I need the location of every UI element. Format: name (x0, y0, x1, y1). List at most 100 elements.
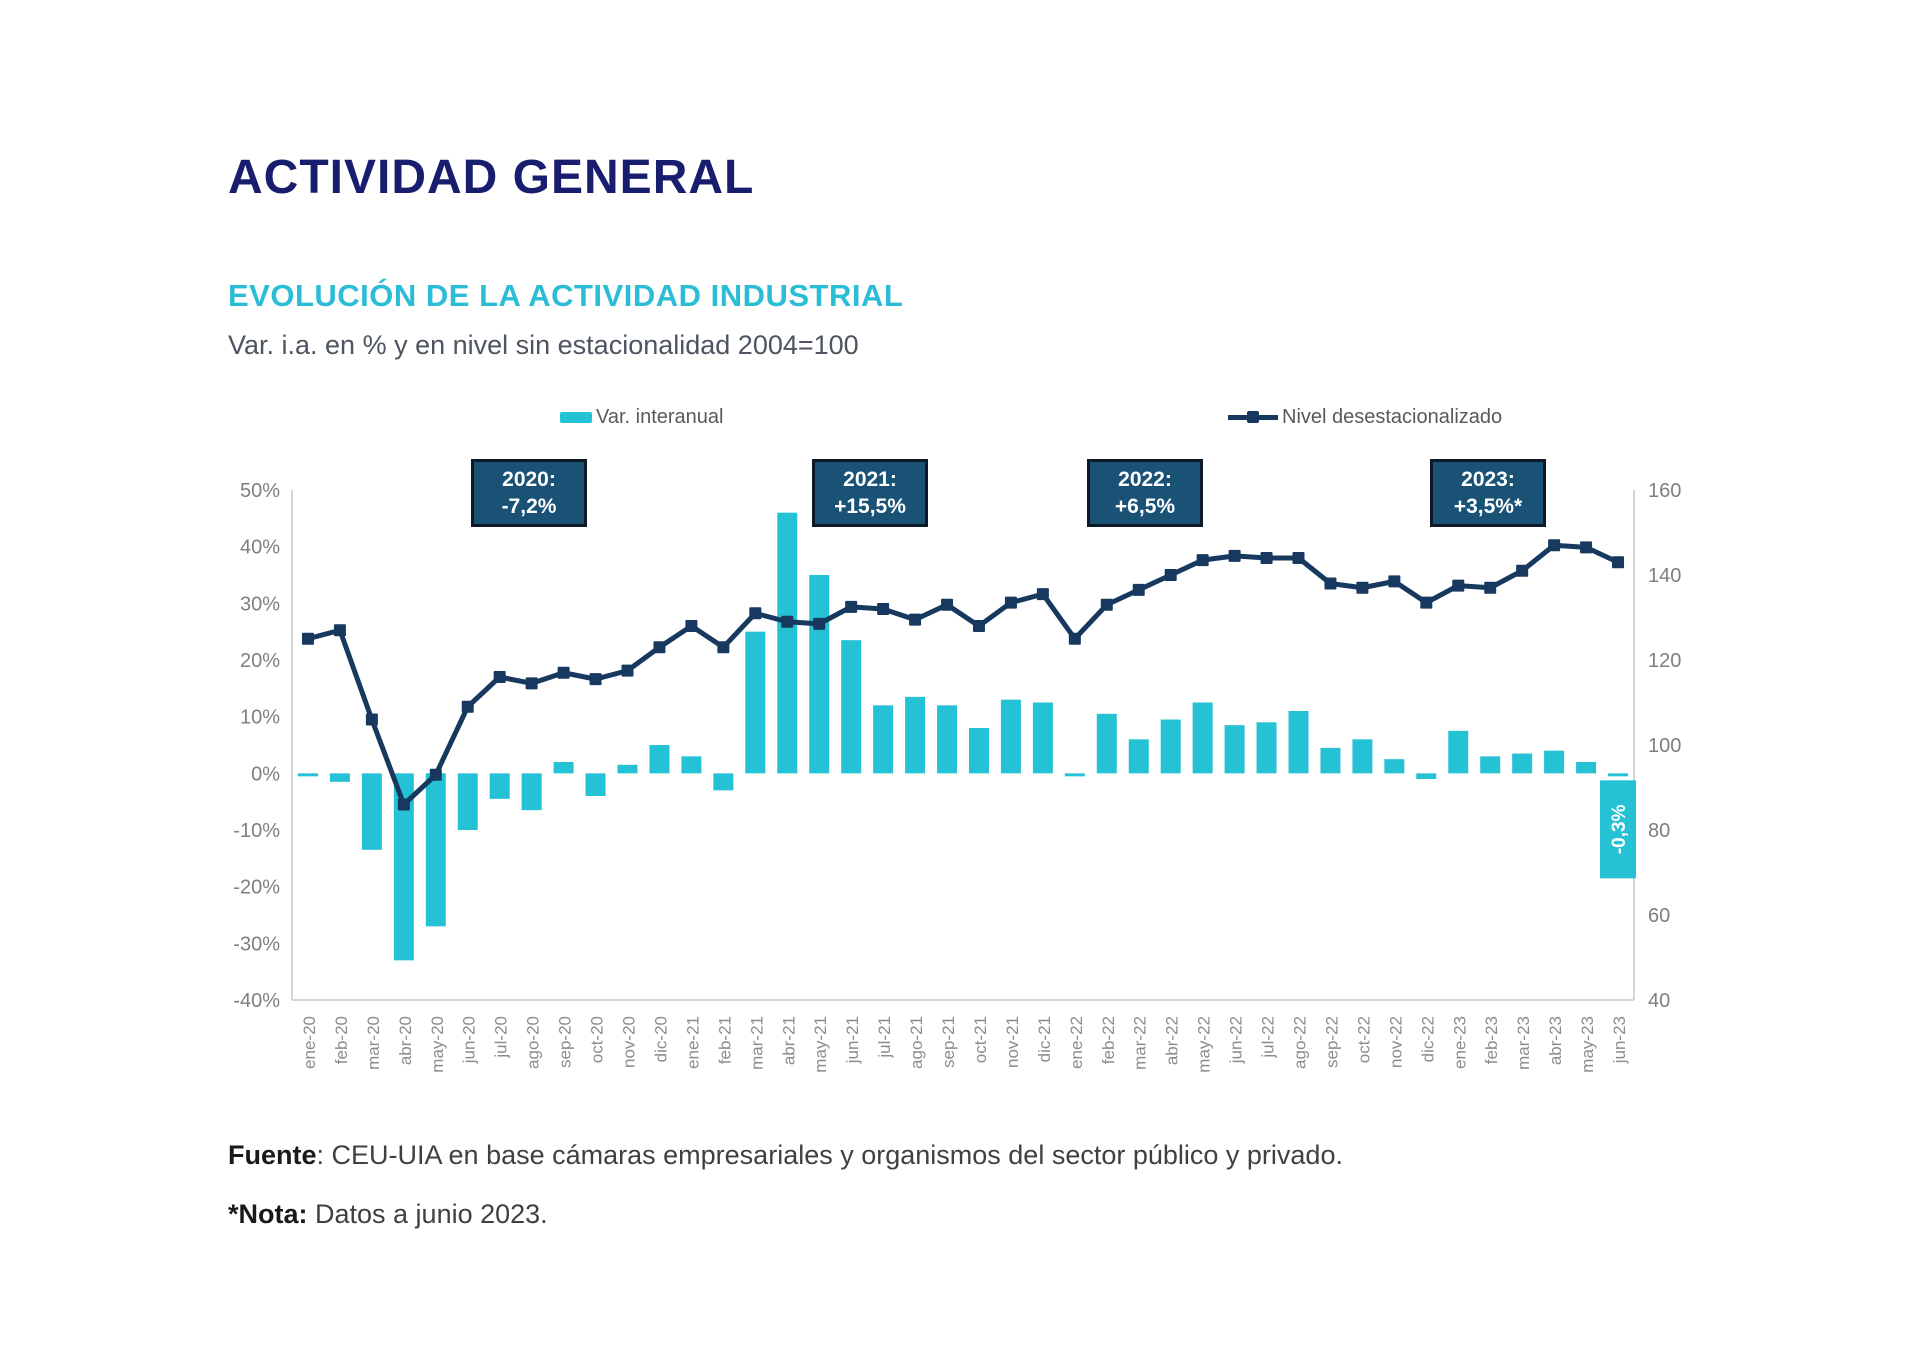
point-jul-20 (493, 671, 506, 683)
point-feb-20 (333, 624, 346, 637)
bar-sep-22 (1320, 747, 1341, 774)
point-feb-23 (1484, 581, 1497, 594)
annotation-year: 2021: (843, 467, 897, 491)
y-axis-left-label: 30% (240, 593, 280, 615)
chart-legend: Var. interanual Nivel desestacionalizado (0, 406, 1920, 436)
x-axis: ene-20 feb-20 mar-20 abr-20 may-20 jun-20 jul-… (300, 1016, 1629, 1073)
x-axis-label-jun-21: jun-21 (843, 1016, 862, 1064)
x-axis-label-may-21: may-21 (811, 1016, 830, 1073)
x-axis-label-ago-20: ago-20 (524, 1016, 543, 1069)
point-jun-22 (1228, 549, 1241, 562)
x-axis-label-may-20: may-20 (428, 1016, 447, 1073)
x-axis-label-oct-20: oct-20 (588, 1016, 607, 1063)
y-axis-right-label: 80 (1648, 820, 1670, 842)
bar-sep-21 (937, 705, 958, 774)
y-axis-left-label: 20% (240, 650, 280, 672)
page-title: ACTIVIDAD GENERAL (228, 151, 755, 204)
point-oct-21 (972, 620, 985, 632)
bar-feb-21 (713, 773, 734, 791)
x-axis-label-dic-20: dic-20 (651, 1016, 670, 1062)
x-axis-label-nov-22: nov-22 (1386, 1016, 1405, 1068)
legend-item-var-interanual: Var. interanual (560, 406, 724, 429)
point-jul-22 (1260, 552, 1273, 564)
note-text: Datos a junio 2023. (307, 1199, 548, 1229)
x-axis-label-abr-22: abr-22 (1163, 1016, 1182, 1065)
chart-footer: Fuente: CEU-UIA en base cámaras empresar… (228, 1140, 1343, 1258)
point-jun-23 (1612, 556, 1625, 569)
point-sep-22 (1324, 577, 1337, 590)
point-ene-20 (301, 632, 314, 645)
point-jun-20 (461, 700, 474, 713)
bar-mar-23 (1512, 753, 1533, 774)
bar-ene-22 (1064, 773, 1085, 777)
x-axis-label-abr-23: abr-23 (1546, 1016, 1565, 1065)
annotation-year: 2023: (1461, 467, 1515, 491)
legend-bar-label: Var. interanual (596, 406, 724, 428)
x-axis-label-jul-20: jul-20 (492, 1016, 511, 1059)
bar-may-23 (1576, 762, 1597, 774)
bar-abr-22 (1160, 719, 1181, 774)
x-axis-label-feb-21: feb-21 (715, 1016, 734, 1064)
point-abr-21 (781, 615, 794, 628)
bar-jun-20 (457, 773, 478, 830)
point-dic-21 (1036, 588, 1049, 601)
x-axis-label-ago-21: ago-21 (907, 1016, 926, 1069)
bar-jul-20 (489, 773, 510, 799)
point-nov-22 (1388, 575, 1401, 588)
y-axis-left-label: -30% (233, 933, 280, 955)
x-axis-label-abr-20: abr-20 (396, 1016, 415, 1065)
x-axis-label-ene-23: ene-23 (1450, 1016, 1469, 1069)
y-axis-right-label: 40 (1648, 990, 1670, 1012)
point-nov-21 (1004, 596, 1017, 609)
chart-canvas: 50%40%30%20%10%0%-10%-20%-30%-40%1601401… (233, 480, 1681, 1073)
x-axis-label-jun-23: jun-23 (1610, 1016, 1629, 1064)
point-ene-23 (1452, 579, 1465, 592)
bar-may-22 (1192, 702, 1213, 774)
bar-jun-22 (1224, 725, 1245, 774)
point-sep-21 (941, 598, 954, 611)
x-axis-label-may-22: may-22 (1195, 1016, 1214, 1073)
y-axis-left-label: 0% (251, 763, 280, 785)
x-axis-label-abr-21: abr-21 (779, 1016, 798, 1065)
line-swatch-icon (1228, 411, 1278, 423)
bar-abr-20 (393, 773, 414, 961)
point-ago-22 (1292, 552, 1305, 564)
bar-mar-20 (361, 773, 382, 850)
x-axis-label-mar-23: mar-23 (1514, 1016, 1533, 1070)
y-axis-left-label: 40% (240, 537, 280, 559)
x-axis-label-jun-22: jun-22 (1227, 1016, 1246, 1064)
bar-nov-20 (617, 764, 638, 774)
x-axis-label-feb-20: feb-20 (332, 1016, 351, 1064)
x-axis-label-oct-22: oct-22 (1354, 1016, 1373, 1063)
bars-series (297, 512, 1629, 961)
point-abr-23 (1548, 539, 1561, 552)
x-axis-label-dic-21: dic-21 (1035, 1016, 1054, 1062)
bar-abr-21 (777, 512, 798, 774)
annotation-2020: 2020: -7,2% (471, 459, 587, 527)
point-oct-20 (589, 673, 602, 686)
bar-mar-21 (745, 631, 766, 774)
bar-oct-22 (1352, 739, 1373, 774)
point-dic-22 (1420, 596, 1433, 609)
bar-ene-21 (681, 756, 702, 774)
point-mar-21 (749, 607, 762, 620)
x-axis-label-feb-22: feb-22 (1099, 1016, 1118, 1064)
note-line: *Nota: Datos a junio 2023. (228, 1199, 1343, 1230)
bar-may-20 (425, 773, 446, 927)
bar-abr-23 (1544, 750, 1565, 774)
y-axis-left: 50% 40% 30% 20% 10% 0% -10% -20% -30% -40% (233, 480, 280, 1012)
x-axis-label-sep-21: sep-21 (939, 1016, 958, 1068)
bar-dic-22 (1416, 773, 1437, 779)
annotation-2022: 2022: +6,5% (1087, 459, 1203, 527)
y-axis-right-label: 60 (1648, 905, 1670, 927)
line-markers (301, 539, 1625, 811)
point-may-21 (813, 617, 826, 630)
x-axis-label-ene-20: ene-20 (300, 1016, 319, 1069)
point-ago-21 (909, 613, 922, 626)
bar-ago-22 (1288, 711, 1309, 774)
point-feb-21 (717, 641, 730, 654)
point-abr-22 (1164, 569, 1177, 581)
bar-jun-23 (1608, 773, 1629, 777)
annotation-value: +6,5% (1114, 495, 1176, 518)
x-axis-label-dic-22: dic-22 (1418, 1016, 1437, 1062)
